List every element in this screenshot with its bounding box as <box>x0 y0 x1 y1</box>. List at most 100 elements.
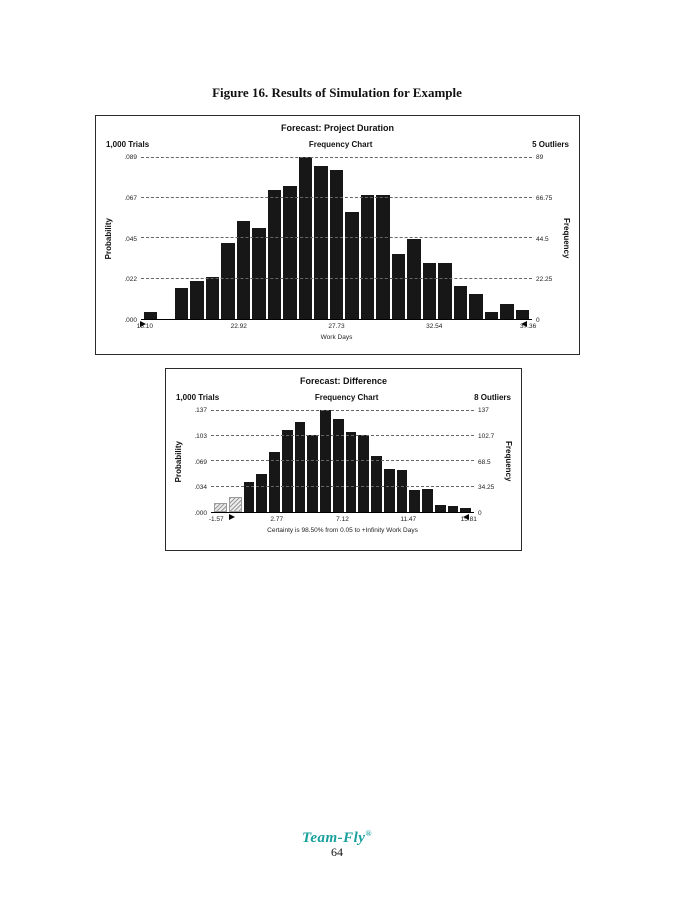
histogram-bar <box>447 506 459 512</box>
histogram-bar <box>190 280 204 319</box>
histogram-bar <box>329 169 344 319</box>
y-tick-label: .034 <box>194 484 207 492</box>
histogram-bar <box>294 421 306 512</box>
team-fly-logo-text: Team-Fly <box>302 830 366 846</box>
chart-title: Forecast: Project Duration <box>280 123 395 133</box>
histogram-bar <box>243 482 255 512</box>
forecast-chart-project-duration: Forecast: Project Duration 1,000 Trials … <box>95 115 580 355</box>
probability-axis-label: Probability <box>102 157 115 320</box>
histogram-bar <box>298 157 313 319</box>
histogram-bar <box>391 253 406 319</box>
histogram-bar <box>252 227 266 319</box>
plot-column: -1.57 2.77 7.12 11.47 15.81 Certainty is… <box>208 410 477 534</box>
y-tick-label: 102.7 <box>478 432 495 440</box>
x-tick-label: 11.47 <box>400 516 417 523</box>
histogram-bar <box>332 418 344 512</box>
y-tick-label: .069 <box>194 458 207 466</box>
y-tick-label: 34.25 <box>478 484 495 492</box>
y-tick-label: 137 <box>478 407 489 414</box>
histogram-bar <box>438 262 452 319</box>
gridline <box>141 196 532 198</box>
chart-body: Probability .089 .067 .045 .022 .000 <box>96 154 579 341</box>
histogram-bar <box>383 468 395 512</box>
outliers-label: 8 Outliers <box>474 393 511 402</box>
y-tick-label: 0 <box>536 317 540 324</box>
probability-tick-labels: .137 .103 .069 .034 .000 <box>185 407 211 517</box>
histogram-bar <box>469 293 483 319</box>
histogram-bar <box>358 434 369 512</box>
y-tick-label: .045 <box>124 235 137 243</box>
histogram-bar <box>267 189 282 319</box>
frequency-axis-label: Frequency <box>502 410 515 513</box>
y-tick-label: 89 <box>536 154 544 161</box>
x-tick-label: 7.12 <box>336 516 349 523</box>
frequency-tick-labels: 137 102.7 68.5 34.25 0 <box>474 407 502 517</box>
trials-label: 1,000 Trials <box>176 393 220 402</box>
y-tick-label: 0 <box>478 510 482 517</box>
chart-header-row: 1,000 Trials Frequency Chart 8 Outliers <box>166 393 521 402</box>
team-fly-logo: Team-Fly® <box>0 829 674 847</box>
histogram-bar <box>144 311 158 319</box>
histogram-bar <box>345 432 357 512</box>
chart-subtitle: Frequency Chart <box>314 393 379 402</box>
y-tick-label: .137 <box>194 407 207 414</box>
certainty-grabber-left-icon[interactable] <box>229 514 236 520</box>
gridline <box>141 237 532 238</box>
probability-axis-label-text: Probability <box>174 440 183 483</box>
chart-body: Probability .137 .103 .069 .034 .000 <box>166 407 521 534</box>
histogram-bar <box>221 242 235 319</box>
probability-tick-labels: .089 .067 .045 .022 .000 <box>115 154 141 324</box>
x-tick-labels: 18.10 22.92 27.73 32.54 37.36 <box>137 323 536 331</box>
y-tick-label: 22.25 <box>536 276 553 284</box>
frequency-axis-label-text: Frequency <box>504 441 513 482</box>
histogram-bar <box>422 262 437 319</box>
histogram-bar <box>314 166 328 319</box>
x-tick-label: -1.57 <box>208 516 224 523</box>
histogram-bar <box>453 286 468 319</box>
histogram-bar <box>283 186 297 319</box>
histogram-bar <box>460 508 471 512</box>
gridline <box>211 434 474 436</box>
histogram-bar <box>422 488 433 512</box>
histogram-bar <box>371 456 382 512</box>
certainty-grabber-right-icon[interactable] <box>521 321 528 327</box>
figure-caption: Figure 16. Results of Simulation for Exa… <box>212 85 462 100</box>
y-tick-label: .000 <box>194 510 207 517</box>
y-tick-label: .000 <box>124 317 137 324</box>
plot-area <box>139 157 532 327</box>
chart-subtitle: Frequency Chart <box>308 140 373 149</box>
outliers-label: 5 Outliers <box>532 140 569 149</box>
frequency-tick-labels: 89 66.75 44.5 22.25 0 <box>532 154 560 324</box>
y-tick-label: 44.5 <box>536 235 549 243</box>
y-tick-label: 68.5 <box>478 458 491 466</box>
y-tick-label: .022 <box>124 276 137 284</box>
x-tick-label: 37.36 <box>519 323 537 330</box>
x-tick-label: 2.77 <box>270 516 284 523</box>
gridline <box>211 460 474 461</box>
certainty-grabber-left-icon[interactable] <box>139 321 146 327</box>
x-tick-label: 32.54 <box>426 323 443 330</box>
plot-column: 18.10 22.92 27.73 32.54 37.36 Work Days <box>137 157 536 341</box>
x-tick-label: 27.73 <box>328 323 345 330</box>
certainty-grabber-right-icon[interactable] <box>463 514 470 520</box>
histogram-bar <box>409 489 420 512</box>
trials-label: 1,000 Trials <box>106 140 150 149</box>
histogram-bar <box>228 497 242 512</box>
histogram-bar <box>396 469 408 512</box>
histogram-bar <box>281 430 293 512</box>
y-tick-label: 66.75 <box>536 194 553 202</box>
forecast-chart-difference: Forecast: Difference 1,000 Trials Freque… <box>165 368 522 551</box>
registered-trademark-icon: ® <box>365 829 372 838</box>
x-tick-labels: -1.57 2.77 7.12 11.47 15.81 <box>208 516 477 524</box>
gridline <box>141 277 532 279</box>
histogram-bar <box>360 195 375 319</box>
probability-axis-label: Probability <box>172 410 185 513</box>
certainty-statement: Certainty is 98.50% from 0.05 to +Infini… <box>267 527 418 534</box>
gridline <box>141 157 532 158</box>
histogram-bar <box>484 311 499 319</box>
histogram-bar <box>376 195 390 319</box>
histogram-bar <box>407 238 421 319</box>
x-tick-label: 22.92 <box>230 323 247 330</box>
histogram-bar <box>307 435 318 512</box>
